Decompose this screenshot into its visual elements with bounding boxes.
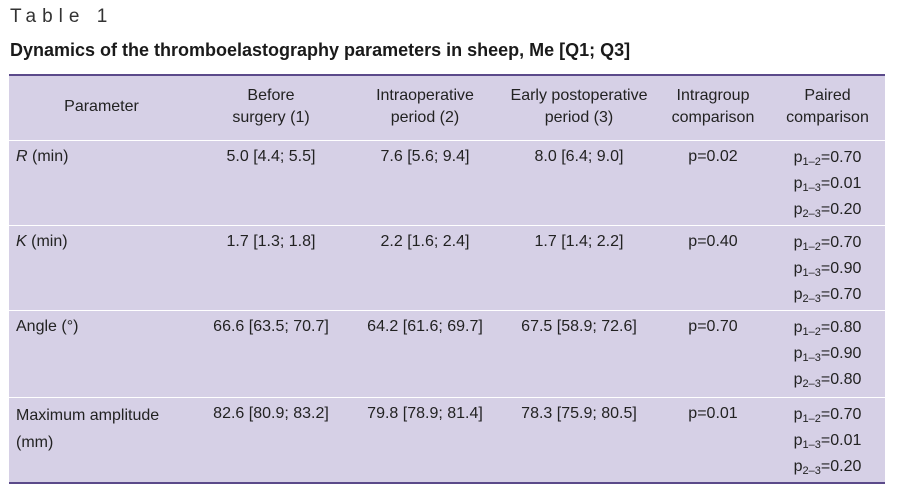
header-intragroup-line2: comparison	[671, 109, 755, 126]
header-early-line2: period (3)	[544, 109, 614, 126]
before-value: 66.6 [63.5; 70.7]	[213, 318, 329, 335]
early-value: 1.7 [1.4; 2.2]	[534, 233, 624, 250]
header-before-line1: Before	[247, 87, 295, 104]
header-intra-line1: Intraoperative	[376, 87, 474, 104]
paired-p12: p1–2=0.70	[793, 234, 862, 253]
param-unit: (min)	[27, 148, 69, 165]
param-unit: (min)	[26, 233, 68, 250]
paired-p23: p2–3=0.20	[793, 201, 862, 220]
header-before-line2: surgery (1)	[232, 109, 310, 126]
header-parameter: Parameter	[64, 98, 139, 115]
paired-p13: p1–3=0.90	[793, 345, 862, 364]
header-intragroup-line1: Intragroup	[676, 87, 750, 104]
paired-p12: p1–2=0.80	[793, 319, 862, 338]
param-cell: R (min)	[9, 145, 194, 169]
table-row-k: K (min) 1.7 [1.3; 1.8] 2.2 [1.6; 2.4] 1.…	[9, 225, 885, 310]
param-line1: Maximum amplitude	[16, 407, 160, 424]
early-value: 67.5 [58.9; 72.6]	[521, 318, 637, 335]
table-caption: Dynamics of the thromboelastography para…	[10, 40, 631, 60]
header-intraoperative: Intraoperative period (2)	[348, 85, 502, 129]
header-intragroup: Intragroup comparison	[656, 85, 770, 129]
paired-values: p1–2=0.80 p1–3=0.90 p2–3=0.80	[770, 315, 885, 393]
param-line2: (mm)	[16, 434, 54, 451]
intra-value: 64.2 [61.6; 69.7]	[367, 318, 483, 335]
header-paired: Paired comparison	[770, 85, 885, 129]
before-value: 82.6 [80.9; 83.2]	[213, 405, 329, 422]
paired-values: p1–2=0.70 p1–3=0.90 p2–3=0.70	[770, 230, 885, 308]
paired-values: p1–2=0.70 p1–3=0.01 p2–3=0.20	[770, 402, 885, 480]
intragroup-value: p=0.01	[688, 405, 738, 422]
table-row-r: R (min) 5.0 [4.4; 5.5] 7.6 [5.6; 9.4] 8.…	[9, 140, 885, 225]
before-value: 5.0 [4.4; 5.5]	[226, 148, 316, 165]
early-value: 8.0 [6.4; 9.0]	[534, 148, 624, 165]
param-symbol: K	[16, 233, 27, 250]
paired-p13: p1–3=0.01	[793, 175, 862, 194]
paired-p13: p1–3=0.90	[793, 260, 862, 279]
paired-p23: p2–3=0.20	[793, 458, 862, 477]
table-header-row: Parameter Before surgery (1) Intraoperat…	[9, 76, 885, 140]
early-value: 78.3 [75.9; 80.5]	[521, 405, 637, 422]
intragroup-value: p=0.70	[688, 318, 738, 335]
intragroup-value: p=0.02	[688, 148, 738, 165]
before-value: 1.7 [1.3; 1.8]	[226, 233, 316, 250]
paired-p12: p1–2=0.70	[793, 406, 862, 425]
header-before-surgery: Before surgery (1)	[194, 85, 348, 129]
paired-p12: p1–2=0.70	[793, 149, 862, 168]
header-paired-line1: Paired	[804, 87, 851, 104]
paired-p13: p1–3=0.01	[793, 432, 862, 451]
param-cell: K (min)	[9, 230, 194, 254]
param-symbol: R	[16, 148, 28, 165]
intra-value: 7.6 [5.6; 9.4]	[380, 148, 470, 165]
header-early-line1: Early postoperative	[510, 87, 648, 104]
intra-value: 79.8 [78.9; 81.4]	[367, 405, 483, 422]
intra-value: 2.2 [1.6; 2.4]	[380, 233, 470, 250]
data-table: Parameter Before surgery (1) Intraoperat…	[9, 74, 885, 484]
intragroup-value: p=0.40	[688, 233, 738, 250]
paired-p23: p2–3=0.80	[793, 371, 862, 390]
table-label: Table 1	[10, 6, 114, 27]
param-cell: Maximum amplitude (mm)	[9, 402, 194, 456]
header-early-postoperative: Early postoperative period (3)	[502, 85, 656, 129]
param-cell: Angle (°)	[16, 318, 79, 335]
header-paired-line2: comparison	[786, 109, 869, 126]
table-row-maximum-amplitude: Maximum amplitude (mm) 82.6 [80.9; 83.2]…	[9, 397, 885, 482]
paired-p23: p2–3=0.70	[793, 286, 862, 305]
table-row-angle: Angle (°) 66.6 [63.5; 70.7] 64.2 [61.6; …	[9, 310, 885, 397]
header-intra-line2: period (2)	[390, 109, 460, 126]
paired-values: p1–2=0.70 p1–3=0.01 p2–3=0.20	[770, 145, 885, 223]
